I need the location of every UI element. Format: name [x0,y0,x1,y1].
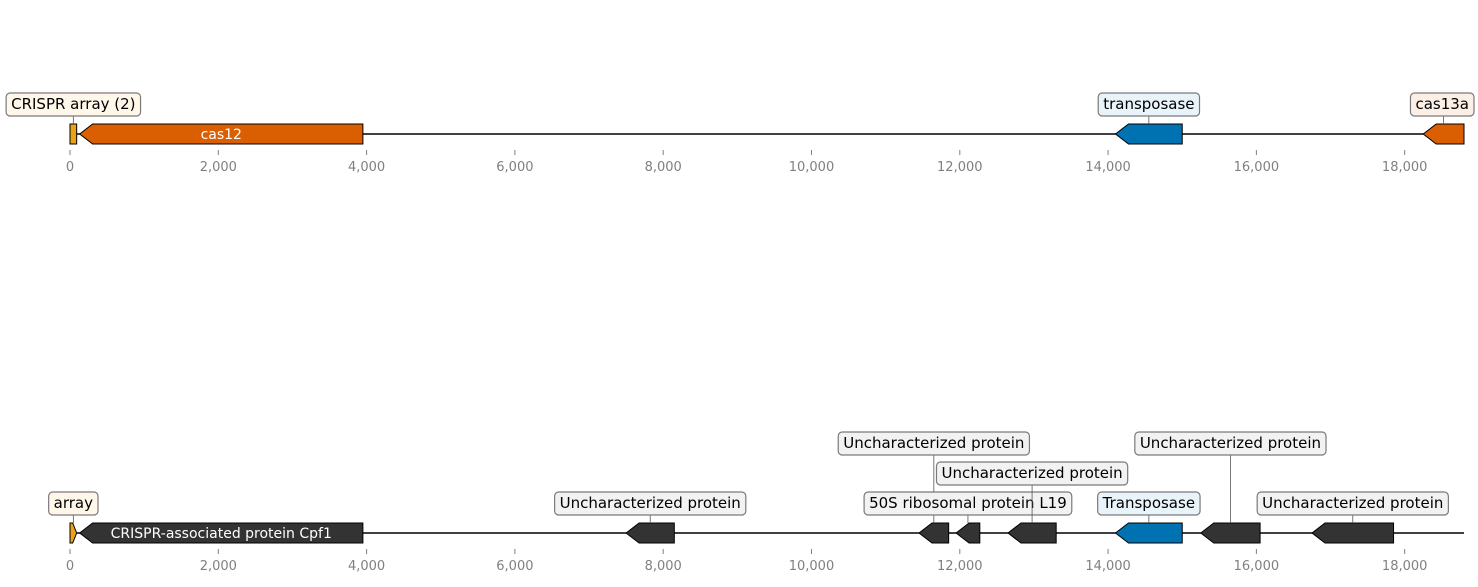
feature-label-text: Uncharacterized protein [1262,494,1443,512]
feature-label-text: 50S ribosomal protein L19 [869,494,1067,512]
axis-tick-label: 16,000 [1234,559,1280,574]
feature-label-text: Uncharacterized protein [1140,434,1321,452]
feature-label-box [1097,491,1201,516]
feature-arrow[interactable] [918,522,950,544]
axis-tick-label: 4,000 [348,559,385,574]
feature-label-text: Uncharacterized protein [843,434,1024,452]
feature-inline-label: CRISPR-associated protein Cpf1 [111,526,332,542]
feature-label-box [935,461,1129,486]
track-bottom: 0 2,000 4,000 6,000 8,000 10,000 12,000 14,000 1… [48,431,1464,574]
feature-label-box [48,491,99,516]
feature-label-text: Transposase [1102,494,1195,512]
axis-tick-label: 2,000 [200,559,237,574]
axis-tick-label: 0 [66,160,74,175]
feature-label-text: CRISPR array (2) [11,95,135,113]
feature-label-text: Uncharacterized protein [941,464,1122,482]
feature-arrow[interactable] [78,123,364,145]
axis-tick-label: 18,000 [1382,559,1428,574]
feature-label-text: transposase [1103,95,1194,113]
axis-tick-label: 8,000 [645,160,682,175]
feature-arrow[interactable] [69,522,78,544]
feature-label-box [837,431,1031,456]
axis-tick-label: 12,000 [937,559,983,574]
feature-label-box [554,491,747,516]
feature-arrow[interactable] [1114,123,1183,145]
feature-label-text: array [54,494,93,512]
feature-label-box [1409,92,1475,117]
axis-tick-label: 4,000 [348,160,385,175]
feature-label-text: Uncharacterized protein [560,494,741,512]
axis-tick-label: 10,000 [789,559,835,574]
feature-arrow[interactable] [625,522,675,544]
axis-tick-label: 2,000 [200,160,237,175]
axis-tick-label: 0 [66,559,74,574]
axis-tick-label: 18,000 [1382,160,1428,175]
axis-tick-label: 8,000 [645,559,682,574]
feature-label-text: cas13a [1415,95,1469,113]
axis-tick-label: 6,000 [496,559,533,574]
feature-arrow[interactable] [1199,522,1261,544]
feature-arrow[interactable] [955,522,981,544]
feature-arrow[interactable] [69,123,78,145]
feature-arrow[interactable] [1422,123,1465,145]
feature-label-box [5,92,142,117]
feature-arrow[interactable] [1007,522,1057,544]
axis-tick-label: 6,000 [496,160,533,175]
feature-arrow[interactable] [78,522,364,544]
feature-inline-label: cas12 [201,127,242,143]
feature-label-box [1134,431,1327,456]
axis-tick-label: 14,000 [1085,559,1131,574]
axis-tick-label: 12,000 [937,160,983,175]
track-top: 0 2,000 4,000 6,000 8,000 10,000 12,000 14,000 1… [5,92,1475,175]
axis-tick-label: 14,000 [1085,160,1131,175]
axis-tick-label: 16,000 [1234,160,1280,175]
feature-arrow[interactable] [1311,522,1395,544]
feature-arrow[interactable] [1114,522,1183,544]
axis-tick-label: 10,000 [789,160,835,175]
feature-label-box [863,491,1073,516]
feature-label-box [1256,491,1449,516]
feature-label-box [1097,92,1201,117]
